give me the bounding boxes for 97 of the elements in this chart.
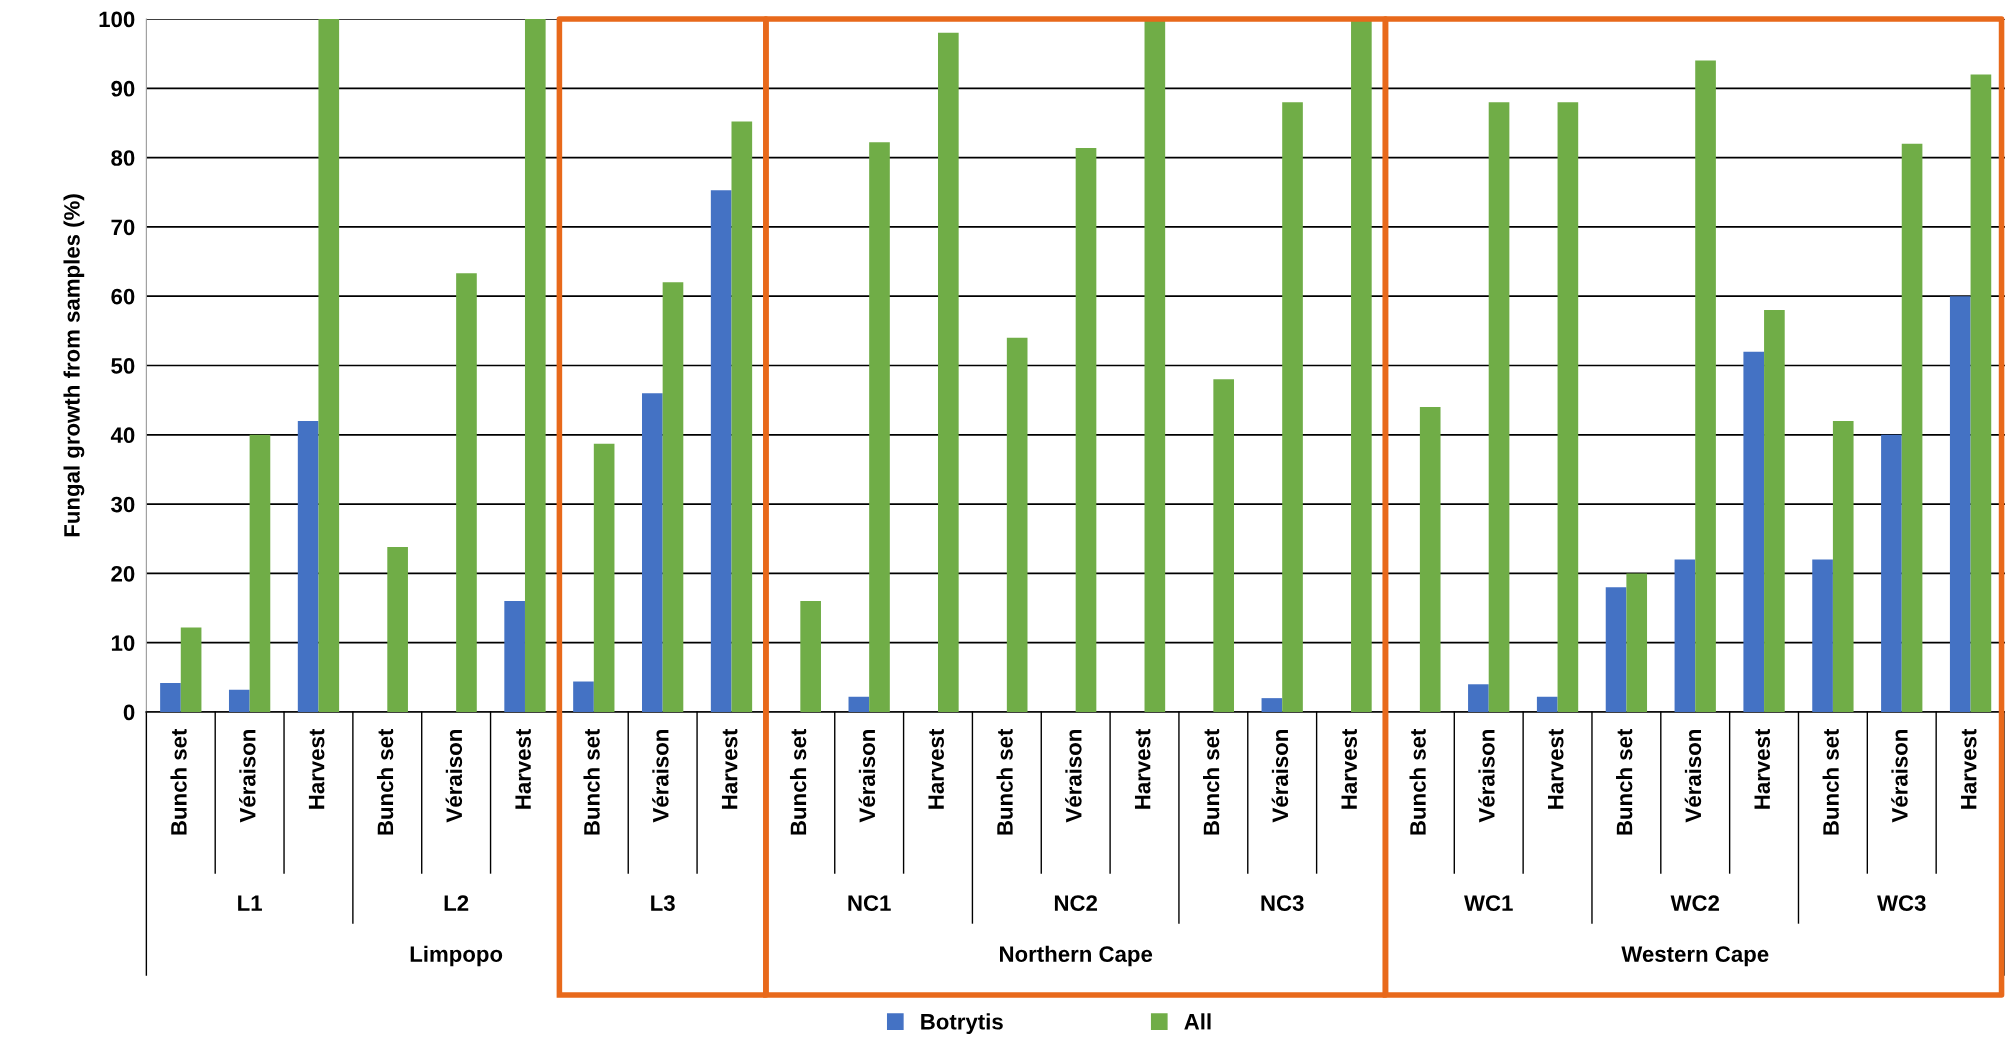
y-tick-label: 0: [123, 704, 135, 721]
bar: [1261, 698, 1283, 712]
x-tick-label: Véraison: [1891, 730, 1908, 823]
text: WC1: [1464, 895, 1513, 911]
y-tick-label: 80: [111, 150, 135, 166]
bar: [456, 273, 477, 712]
x-tick-label: Véraison: [445, 730, 463, 823]
bar: [387, 547, 408, 712]
bar: [662, 282, 684, 712]
x-tick-label: Véraison: [1478, 730, 1495, 823]
y-tick-label: 30: [111, 496, 135, 513]
x-tick-label: Bunch set: [170, 728, 187, 835]
x-tick-label: Véraison: [1271, 730, 1289, 823]
bar: [1282, 102, 1303, 712]
x-tick-label: Harvest: [1961, 728, 1977, 809]
x-tick-label: Harvest: [515, 728, 531, 809]
y-axis-title: Fungal growth from samples (%): [63, 194, 85, 537]
text: L2: [444, 895, 469, 911]
bar: [1557, 102, 1579, 712]
bar: [249, 434, 271, 712]
bar: [1764, 310, 1785, 712]
x-tick-label: Harvest: [1548, 728, 1564, 809]
bar: [1144, 19, 1166, 712]
bar: [1970, 74, 1992, 712]
y-tick-label: 40: [110, 427, 135, 444]
y-tick-label: 100: [99, 11, 135, 28]
x-tick-label: Bunch set: [1203, 728, 1220, 835]
x-tick-label: Harvest: [1754, 728, 1771, 809]
y-tick-label: 90: [111, 80, 135, 97]
bar: [160, 682, 181, 712]
bar: [1488, 102, 1510, 712]
bar: [1832, 420, 1854, 712]
text: Limpopo: [410, 945, 503, 967]
text: Northern Cape: [1000, 945, 1153, 967]
x-tick-label: Bunch set: [583, 728, 600, 835]
x-tick-label: Véraison: [239, 730, 256, 823]
x-tick-label: Harvest: [1341, 728, 1357, 809]
bar: [869, 142, 890, 712]
text: L1: [238, 895, 262, 911]
legend-label: All: [1184, 1013, 1211, 1030]
bar: [1468, 684, 1489, 712]
bar: [1006, 337, 1028, 712]
bar: [573, 681, 594, 712]
bar: [938, 32, 959, 712]
x-tick-label: Bunch set: [1409, 728, 1426, 835]
x-tick-label: Harvest: [308, 728, 325, 809]
bar: [180, 627, 202, 712]
bar: [1881, 434, 1902, 712]
bar: [1674, 559, 1696, 712]
bar: [297, 420, 319, 712]
bar: [318, 19, 340, 712]
x-tick-label: Bunch set: [1616, 728, 1633, 835]
y-tick-label: 50: [111, 358, 135, 374]
bar: [848, 696, 870, 712]
text: WC2: [1670, 895, 1720, 911]
bar: [1419, 407, 1441, 712]
bar: [1605, 587, 1627, 712]
text: L3: [651, 895, 675, 911]
y-tick-label: 20: [111, 565, 135, 582]
y-tick-label: 60: [111, 288, 135, 305]
y-tick-label: 10: [111, 635, 135, 651]
bar: [1901, 143, 1923, 712]
bar: [1695, 60, 1716, 712]
legend-label: Botrytis: [921, 1013, 1003, 1034]
text: NC2: [1054, 895, 1098, 911]
bar: [800, 601, 821, 712]
bar: [642, 393, 663, 712]
bar: [1075, 147, 1097, 712]
x-tick-label: Harvest: [1134, 728, 1151, 809]
bar: [593, 443, 615, 712]
bar: [504, 601, 525, 712]
text: NC3: [1261, 895, 1304, 911]
x-tick-label: Harvest: [928, 728, 944, 809]
bar: [731, 121, 753, 712]
bar: [1812, 559, 1833, 712]
x-tick-label: Véraison: [652, 730, 669, 823]
text: Western Cape: [1621, 946, 1769, 967]
bar: [1743, 351, 1765, 712]
y-tick-label: 70: [111, 219, 135, 236]
x-tick-label: Harvest: [721, 728, 738, 809]
bar: [1536, 696, 1558, 712]
bar: [1626, 573, 1648, 712]
bar: [710, 190, 732, 712]
x-tick-label: Bunch set: [376, 728, 394, 835]
x-tick-label: Véraison: [1684, 730, 1702, 823]
x-tick-label: Bunch set: [789, 728, 807, 835]
x-tick-label: Véraison: [858, 730, 876, 823]
text: WC3: [1877, 895, 1926, 911]
bar: [1351, 19, 1372, 712]
x-tick-label: Bunch set: [996, 728, 1013, 835]
bar: [1949, 296, 1971, 712]
x-tick-label: Bunch set: [1822, 728, 1839, 835]
bar: [524, 19, 546, 712]
bar: [228, 689, 250, 712]
bar: [1213, 379, 1235, 712]
text: NC1: [848, 895, 891, 911]
x-tick-label: Véraison: [1065, 730, 1082, 823]
